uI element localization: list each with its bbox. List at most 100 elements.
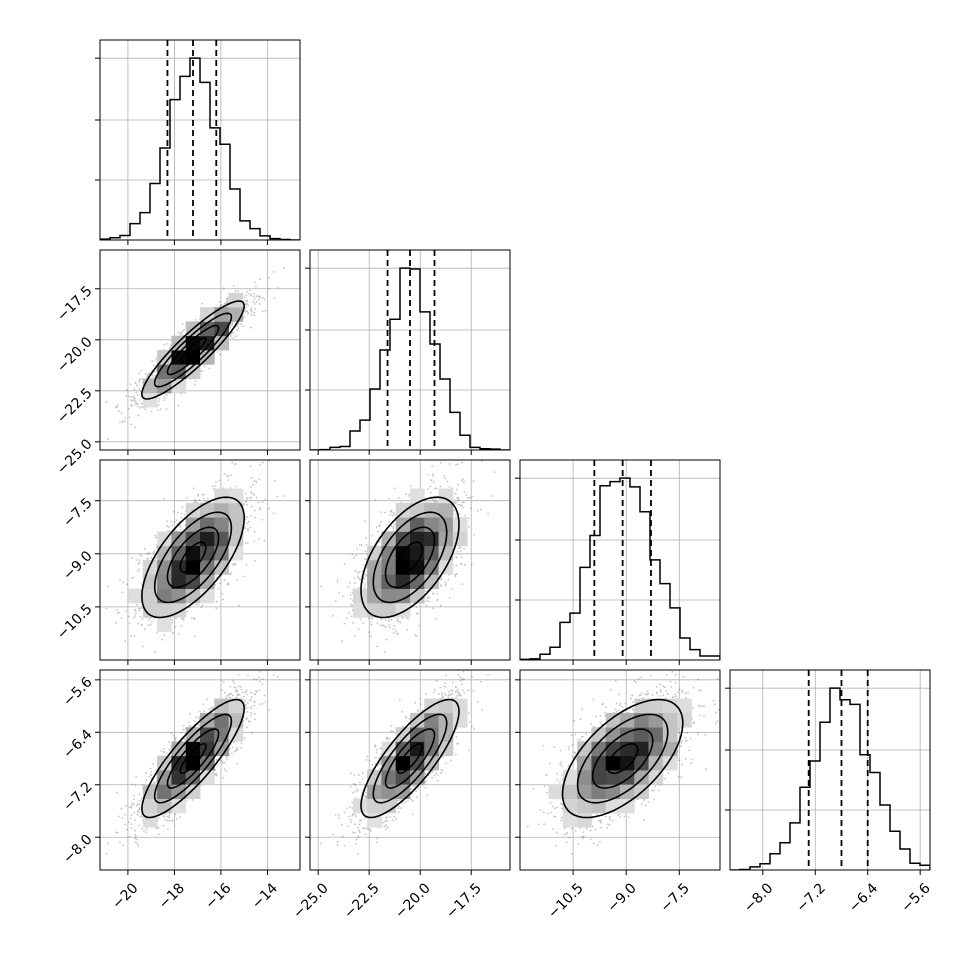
scatter-point: [115, 622, 117, 624]
scatter-point: [135, 402, 138, 405]
panel-frame: [309, 249, 511, 451]
scatter-point: [177, 404, 180, 407]
scatter-point: [137, 622, 140, 625]
scatter-point: [168, 529, 171, 532]
scatter-point: [259, 278, 262, 281]
scatter-point: [249, 293, 252, 296]
scatter-point: [218, 301, 221, 303]
scatter-point: [268, 276, 271, 279]
scatter-point: [120, 617, 123, 619]
scatter-point: [147, 624, 150, 627]
scatter-point: [238, 604, 240, 607]
scatter-point: [182, 619, 185, 621]
scatter-point: [166, 342, 169, 345]
scatter-point: [201, 604, 204, 607]
scatter-point: [255, 480, 257, 483]
scatter-point: [263, 539, 266, 542]
scatter-point: [170, 520, 173, 523]
scatter-point: [223, 473, 226, 475]
scatter-point: [130, 556, 133, 559]
scatter-point: [130, 404, 133, 407]
scatter-point: [218, 582, 221, 585]
scatter-point: [201, 493, 204, 496]
scatter-point: [183, 328, 185, 331]
scatter-point: [153, 617, 156, 620]
scatter-point: [206, 497, 209, 500]
scatter-point: [122, 421, 124, 424]
scatter-point: [132, 616, 135, 619]
scatter-point: [154, 651, 157, 654]
scatter-point: [107, 438, 110, 441]
scatter-point: [254, 560, 257, 562]
density-cell: [171, 335, 187, 351]
scatter-point: [236, 329, 238, 332]
scatter-point: [272, 271, 275, 273]
scatter-point: [146, 375, 149, 378]
scatter-point: [115, 406, 117, 408]
scatter-point: [171, 632, 174, 635]
scatter-point: [179, 333, 181, 336]
scatter-point: [139, 615, 142, 618]
scatter-point: [194, 498, 196, 501]
scatter-point: [250, 307, 253, 310]
scatter-point: [179, 528, 182, 531]
scatter-point: [177, 331, 180, 334]
scatter-point: [138, 553, 141, 556]
scatter-point: [255, 285, 257, 288]
scatter-point: [172, 631, 174, 634]
panel-0-0: [95, 39, 301, 245]
scatter-point: [250, 496, 252, 499]
scatter-point: [129, 383, 132, 386]
density-cell: [200, 307, 215, 322]
scatter-point: [138, 607, 141, 610]
density-cell: [185, 335, 201, 351]
scatter-point: [135, 391, 138, 394]
scatter-point: [158, 400, 160, 403]
scatter-point: [228, 583, 230, 586]
scatter-point: [240, 323, 242, 326]
scatter-point: [253, 494, 255, 496]
scatter-point: [135, 559, 138, 561]
scatter-point: [215, 607, 218, 610]
scatter-point: [130, 404, 133, 407]
scatter-point: [228, 325, 231, 328]
scatter-point: [183, 513, 186, 516]
scatter-point: [139, 389, 142, 392]
scatter-point: [231, 323, 234, 326]
scatter-point: [237, 322, 240, 325]
scatter-point: [186, 496, 189, 499]
scatter-point: [170, 344, 172, 346]
scatter-point: [244, 310, 247, 313]
scatter-point: [154, 536, 157, 539]
scatter-point: [258, 296, 261, 299]
scatter-point: [128, 416, 131, 419]
scatter-point: [124, 640, 127, 643]
scatter-point: [258, 463, 261, 466]
scatter-point: [138, 607, 141, 610]
scatter-point: [253, 493, 256, 496]
scatter-point: [165, 520, 168, 523]
scatter-point: [231, 322, 234, 325]
scatter-point: [134, 400, 137, 403]
scatter-point: [259, 506, 261, 509]
scatter-point: [264, 498, 267, 501]
scatter-point: [215, 600, 218, 603]
scatter-point: [138, 609, 141, 612]
scatter-point: [134, 614, 136, 617]
scatter-point: [243, 316, 245, 318]
scatter-point: [134, 403, 137, 406]
panel-2-0: −10.5−9.0−7.5: [54, 459, 301, 665]
scatter-point: [232, 331, 235, 334]
scatter-point: [128, 395, 131, 398]
scatter-point: [137, 414, 140, 417]
scatter-point: [204, 500, 206, 502]
scatter-point: [193, 635, 196, 638]
scatter-point: [138, 398, 141, 401]
scatter-point: [244, 306, 247, 309]
scatter-point: [218, 479, 221, 482]
scatter-point: [125, 395, 127, 398]
scatter-point: [141, 617, 144, 620]
scatter-point: [179, 526, 182, 528]
scatter-point: [194, 383, 196, 386]
